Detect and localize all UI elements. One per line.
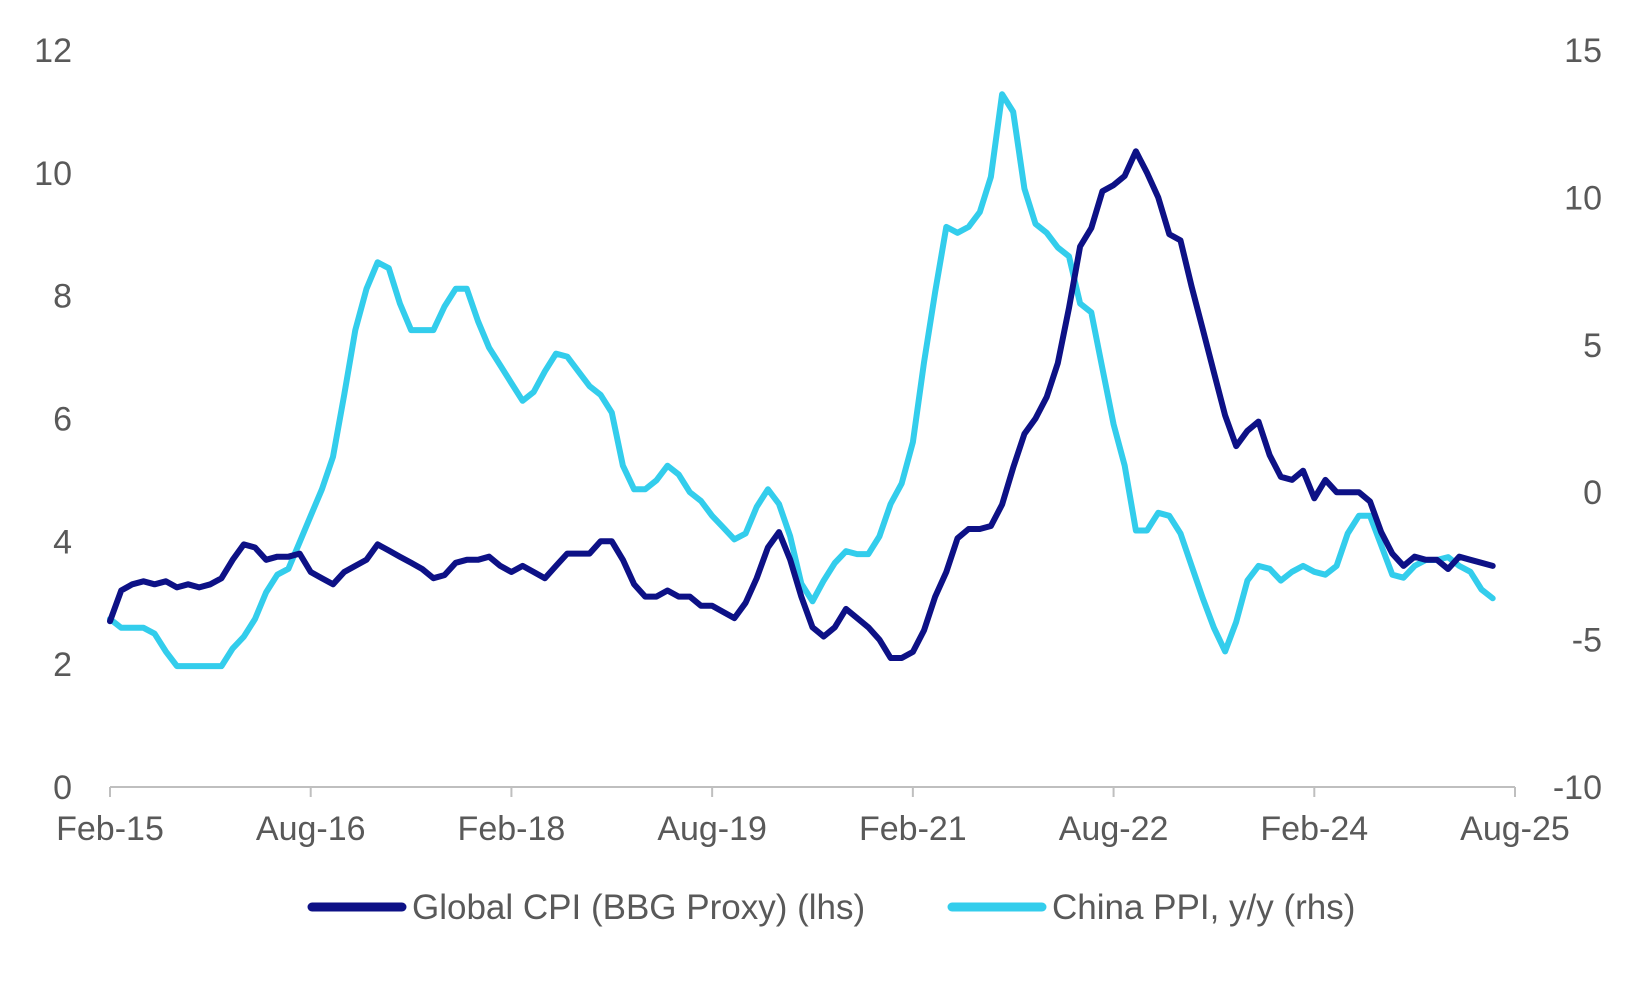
x-axis-tick-label: Feb-18 xyxy=(458,810,566,848)
x-axis-tick-label: Aug-16 xyxy=(256,810,366,848)
right-axis-tick-label: -5 xyxy=(1572,622,1602,660)
left-axis-tick-label: 8 xyxy=(53,278,72,316)
series-layer xyxy=(107,91,1496,670)
left-axis-tick-labels: 0 2 4 6 8 10 12 xyxy=(34,32,72,807)
x-axis-tick-label: Aug-19 xyxy=(657,810,767,848)
x-axis-tick-label: Aug-25 xyxy=(1460,810,1570,848)
x-axis-tick-label: Feb-21 xyxy=(859,810,967,848)
left-axis-tick-label: 2 xyxy=(53,646,72,684)
right-axis-tick-labels: -10 -5 0 5 10 15 xyxy=(1553,32,1602,807)
left-axis-tick-label: 12 xyxy=(34,32,72,70)
right-axis-tick-label: 5 xyxy=(1583,327,1602,365)
left-axis-tick-label: 6 xyxy=(53,401,72,439)
x-axis-tick-label: Aug-22 xyxy=(1059,810,1169,848)
legend: Global CPI (BBG Proxy) (lhs) China PPI, y… xyxy=(307,888,1355,927)
right-axis-tick-label: 15 xyxy=(1564,32,1602,70)
left-axis-tick-label: 10 xyxy=(34,155,72,193)
x-axis-tick-label: Feb-24 xyxy=(1260,810,1368,848)
series-line-global-cpi xyxy=(107,148,1496,661)
right-axis-tick-label: -10 xyxy=(1553,769,1602,807)
x-axis-tick-label: Feb-15 xyxy=(56,810,164,848)
axes-layer xyxy=(109,786,1516,797)
legend-label: China PPI, y/y (rhs) xyxy=(1052,888,1355,927)
legend-label: Global CPI (BBG Proxy) (lhs) xyxy=(412,888,865,927)
x-axis-tick-labels: Feb-15 Aug-16 Feb-18 Aug-19 Feb-21 Aug-22 Feb-… xyxy=(56,810,1570,848)
left-axis-tick-label: 0 xyxy=(53,769,72,807)
left-axis-tick-label: 4 xyxy=(53,523,72,561)
right-axis-tick-label: 10 xyxy=(1564,179,1602,217)
right-axis-tick-label: 0 xyxy=(1583,474,1602,512)
series-line-china-ppi xyxy=(107,91,1496,670)
